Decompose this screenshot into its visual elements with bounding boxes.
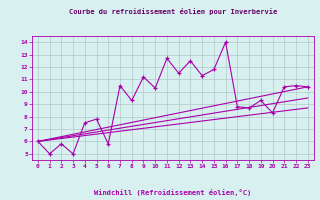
Text: Windchill (Refroidissement éolien,°C): Windchill (Refroidissement éolien,°C) bbox=[94, 189, 252, 196]
Text: Courbe du refroidissement éolien pour Inverbervie: Courbe du refroidissement éolien pour In… bbox=[69, 8, 277, 15]
